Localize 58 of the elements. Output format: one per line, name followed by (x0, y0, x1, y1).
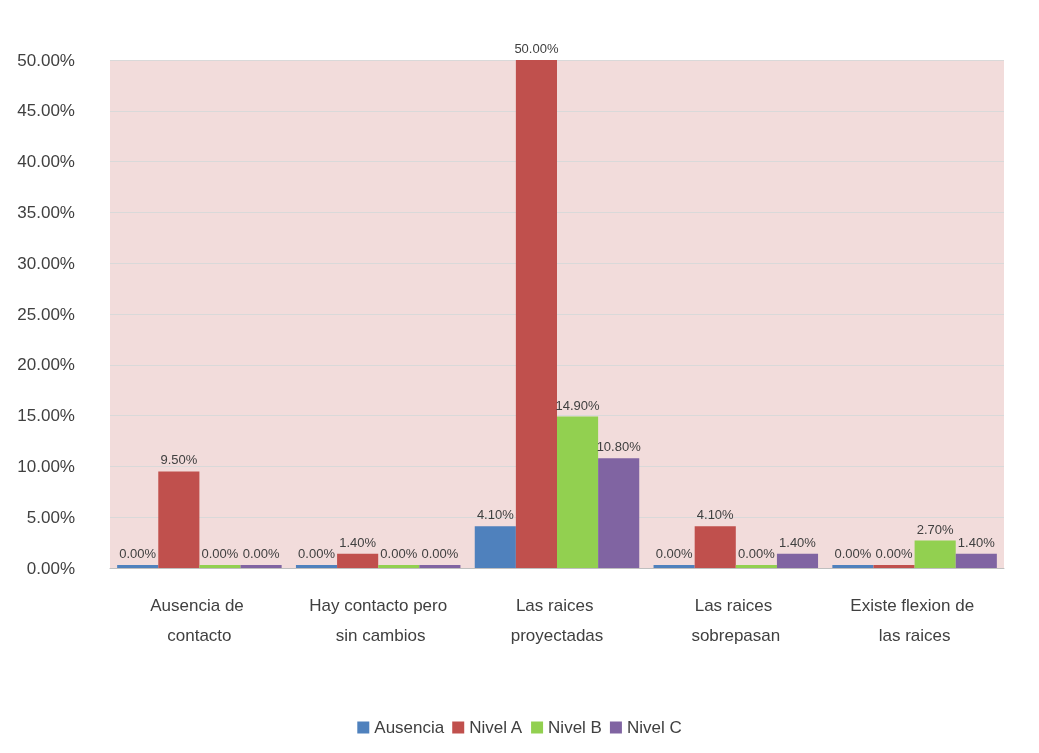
bar (158, 471, 200, 568)
bar (474, 526, 516, 568)
y-tick-label: 50.00% (17, 50, 75, 70)
data-label: 0.00% (380, 546, 418, 561)
y-tick-label: 5.00% (26, 507, 75, 527)
bar (832, 565, 874, 568)
bar (199, 565, 241, 568)
x-tick-label: Hay contacto pero sin cambios (309, 595, 448, 645)
x-tick-label: Las raices sobrepasan (691, 595, 781, 645)
data-label: 0.00% (242, 546, 280, 561)
bar (515, 60, 557, 568)
bar (378, 565, 420, 568)
y-tick-label: 40.00% (17, 152, 75, 172)
data-label: 0.00% (298, 546, 336, 561)
bar (337, 553, 379, 568)
data-label: 50.00% (514, 41, 559, 56)
data-label: 0.00% (201, 546, 239, 561)
bar (240, 565, 282, 568)
data-label: 0.00% (119, 546, 157, 561)
y-tick-label: 30.00% (17, 253, 75, 273)
legend-label: Ausencia (374, 718, 445, 737)
bar (914, 540, 956, 568)
x-tick-label: Ausencia de contacto (150, 595, 249, 645)
y-tick-label: 0.00% (26, 558, 75, 578)
bar (419, 565, 461, 568)
bar (117, 565, 159, 568)
data-label: 1.40% (339, 534, 377, 550)
bar (955, 553, 997, 568)
y-tick-label: 25.00% (17, 304, 75, 324)
data-label: 1.40% (957, 534, 996, 550)
y-tick-label: 10.00% (17, 456, 75, 476)
x-tick-label: Existe flexion de las raices (850, 595, 979, 645)
bar (873, 565, 915, 568)
bar (557, 416, 599, 568)
legend-label: Nivel B (548, 718, 602, 737)
y-tick-label: 15.00% (17, 406, 75, 426)
bar (735, 565, 777, 568)
data-label: 0.00% (421, 546, 459, 561)
x-tick-label: Las raices proyectadas (510, 595, 604, 645)
data-label: 0.00% (875, 546, 913, 561)
data-label: 2.70% (916, 521, 955, 537)
bar (598, 458, 640, 568)
data-label: 0.00% (834, 546, 872, 561)
y-tick-label: 35.00% (17, 202, 75, 222)
data-label: 0.00% (737, 546, 776, 561)
data-label: 4.10% (476, 507, 515, 523)
bar (776, 553, 819, 568)
y-tick-label: 45.00% (17, 101, 75, 121)
legend-label: Nivel C (626, 718, 682, 737)
bar (295, 565, 338, 568)
bar (653, 565, 695, 568)
bar (694, 526, 736, 568)
legend-label: Nivel A (469, 718, 523, 737)
data-label: 9.50% (160, 452, 198, 468)
data-label: 0.00% (655, 546, 693, 561)
data-label: 4.10% (696, 507, 735, 523)
data-label: 1.40% (779, 534, 817, 550)
y-tick-label: 20.00% (17, 355, 75, 375)
